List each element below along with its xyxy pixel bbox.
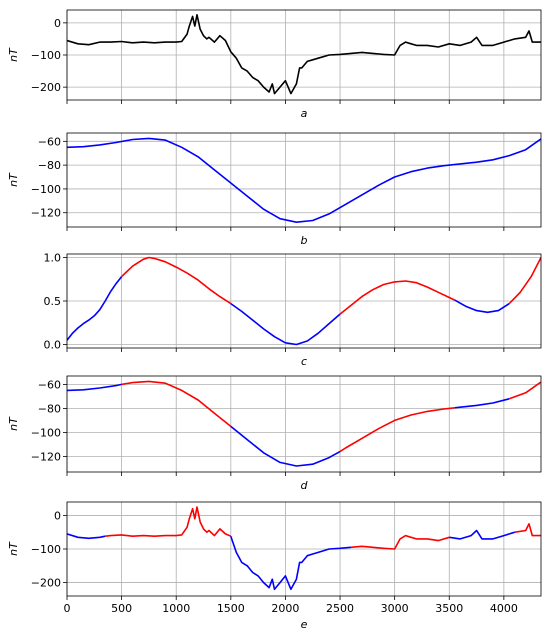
y-tick-label: −80 — [38, 159, 61, 172]
series-line — [121, 256, 232, 305]
series-line — [230, 535, 352, 591]
y-axis-label: nT — [7, 47, 20, 62]
series-line — [67, 383, 122, 392]
x-tick-label: 1500 — [217, 602, 245, 615]
series-line — [105, 506, 232, 538]
series-line — [67, 533, 106, 540]
plot-frame — [66, 375, 542, 473]
y-tick-label: −60 — [38, 135, 61, 148]
x-axis-label: d — [301, 479, 309, 492]
x-tick-label: 3000 — [381, 602, 409, 615]
series-line — [230, 425, 341, 467]
series-line — [339, 407, 455, 453]
series-line — [121, 380, 232, 428]
y-tick-label: −120 — [31, 450, 61, 463]
y-tick-label: −60 — [38, 378, 61, 391]
subplot-d: −60 −80 −100 −120 d nT — [7, 375, 542, 492]
series-line — [508, 257, 541, 305]
x-tick-label: 1000 — [162, 602, 190, 615]
series-line — [350, 534, 450, 550]
x-tick-label: 500 — [111, 602, 132, 615]
y-tick-label: 1.0 — [44, 251, 62, 264]
y-tick-label: 0.0 — [44, 339, 62, 352]
y-tick-label: −120 — [31, 207, 61, 220]
series-line — [67, 137, 541, 223]
plot-frame — [66, 132, 542, 228]
y-tick-label: −200 — [31, 81, 61, 94]
x-tick-label: 2000 — [271, 602, 299, 615]
x-tick-label: 4000 — [490, 602, 518, 615]
x-axis-label: b — [301, 234, 308, 247]
y-axis-label: nT — [7, 172, 20, 187]
series-line — [339, 280, 456, 315]
subplot-b: −60 −80 −100 −120 b nT — [7, 132, 542, 247]
y-tick-label: −100 — [31, 49, 61, 62]
x-axis-label: e — [301, 618, 308, 631]
series-line — [449, 529, 516, 540]
series-line — [230, 302, 341, 346]
subplot-e: 0−100−2000 500 1000 1500 2000 2500 3000 3500 400… — [7, 501, 542, 631]
y-tick-label: −200 — [31, 577, 61, 590]
y-tick-label: 0 — [54, 17, 61, 30]
y-tick-label: 0 — [54, 509, 61, 522]
x-axis-label: c — [301, 355, 307, 368]
series-line — [454, 398, 510, 409]
series-line — [454, 299, 510, 314]
y-axis-label: nT — [7, 416, 20, 431]
y-tick-label: 0.5 — [44, 295, 62, 308]
y-tick-label: −80 — [38, 402, 61, 415]
x-tick-label: 0 — [64, 602, 71, 615]
y-axis-label: nT — [7, 541, 20, 556]
series-line — [67, 14, 541, 95]
series-line — [67, 276, 123, 341]
x-tick-label: 2500 — [326, 602, 354, 615]
series-line — [509, 381, 541, 400]
x-tick-label: 3500 — [435, 602, 463, 615]
subplot-a: 0 −100 −200 a nT — [7, 9, 542, 120]
y-tick-label: −100 — [31, 183, 61, 196]
series-line — [514, 522, 541, 537]
subplot-c: 1.0 0.5 0.0 c — [44, 251, 542, 368]
x-axis-label: a — [301, 107, 308, 120]
y-tick-label: −100 — [31, 543, 61, 556]
y-tick-label: −100 — [31, 426, 61, 439]
